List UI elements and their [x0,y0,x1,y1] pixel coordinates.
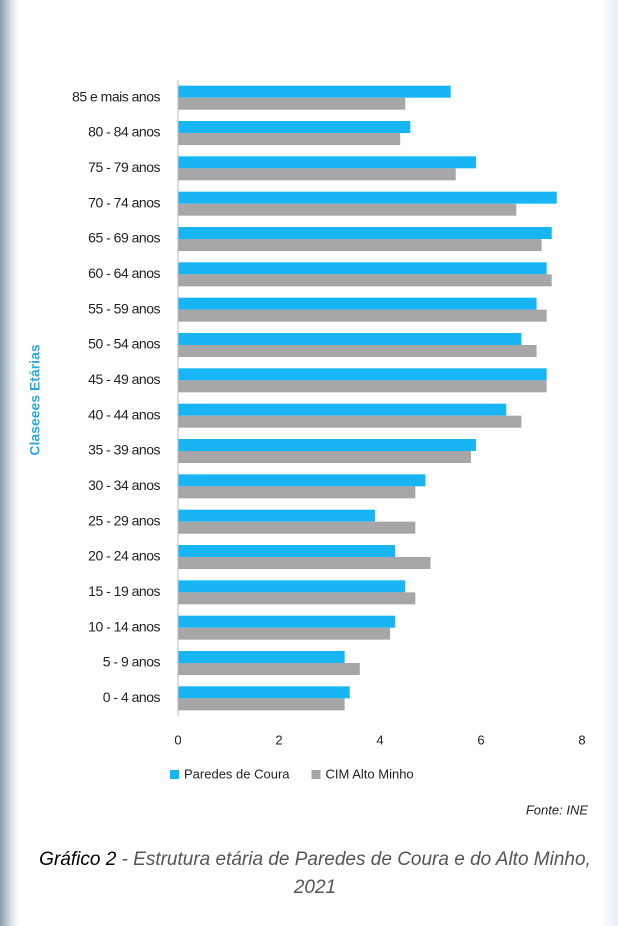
y-tick-label: 40 - 44 anos [88,406,160,422]
bar [178,227,552,239]
bar [178,133,401,145]
bar [178,121,411,133]
bar [178,651,345,663]
bar [178,545,396,557]
bar [178,333,522,345]
y-tick-label: 30 - 34 anos [88,477,160,493]
legend-swatch [170,770,179,779]
y-tick-label: 85 e mais anos [72,88,160,104]
legend-swatch [311,770,321,779]
y-tick-label: 65 - 69 anos [88,230,160,246]
x-tick-label: 2 [275,732,282,747]
x-tick-label: 8 [578,732,585,747]
y-tick-label: 70 - 74 anos [88,194,160,210]
bar [178,415,522,428]
legend-label: Paredes de Coura [184,766,290,781]
y-tick-label: 45 - 49 anos [88,371,160,387]
bar [178,97,406,110]
bar [178,698,345,711]
y-tick-label: 60 - 64 anos [88,265,160,281]
bar [178,262,547,275]
bar [178,580,406,593]
x-tick-label: 0 [174,732,181,747]
caption-label: Gráfico 2 [39,849,117,870]
bar [178,439,476,451]
bar [178,239,542,251]
bar [178,451,471,463]
bar [178,156,476,169]
y-tick-label: 0 - 4 anos [103,689,161,705]
y-tick-label: 10 - 14 anos [88,618,160,634]
y-tick-label: 25 - 29 anos [88,512,160,528]
y-tick-label: 35 - 39 anos [88,442,160,458]
caption-text: - Estrutura etária de Paredes de Coura e… [116,849,591,898]
x-tick-label: 6 [477,732,484,747]
bar [178,85,451,98]
bar [178,486,416,499]
bar [178,615,396,628]
bar [178,368,547,381]
y-tick-label: 15 - 19 anos [88,583,160,599]
bar [178,191,557,204]
bar [178,663,360,675]
bar [178,380,547,393]
bar [178,168,456,181]
bar [178,403,507,416]
y-axis-label: Claseees Etárias [27,344,43,456]
y-tick-label: 20 - 24 anos [88,548,160,564]
bar [178,297,537,310]
bar [178,345,537,357]
bar [178,309,547,322]
caption: Gráfico 2 - Estrutura etária de Paredes … [20,846,610,902]
bar [178,521,416,534]
bar [178,203,517,216]
y-tick-label: 80 - 84 anos [88,124,160,140]
bar [178,592,416,605]
bar [178,274,552,287]
bar [178,509,375,522]
y-tick-label: 5 - 9 anos [103,654,161,670]
y-tick-label: 55 - 59 anos [88,300,160,316]
bar [178,474,426,487]
y-tick-label: 50 - 54 anos [88,336,160,352]
source: Fonte: INE [526,802,588,817]
bar [178,557,431,569]
y-tick-label: 75 - 79 anos [88,159,160,175]
x-tick-label: 4 [376,732,383,747]
legend-label: CIM Alto Minho [326,766,414,781]
bar [178,627,391,640]
bar [178,686,350,699]
